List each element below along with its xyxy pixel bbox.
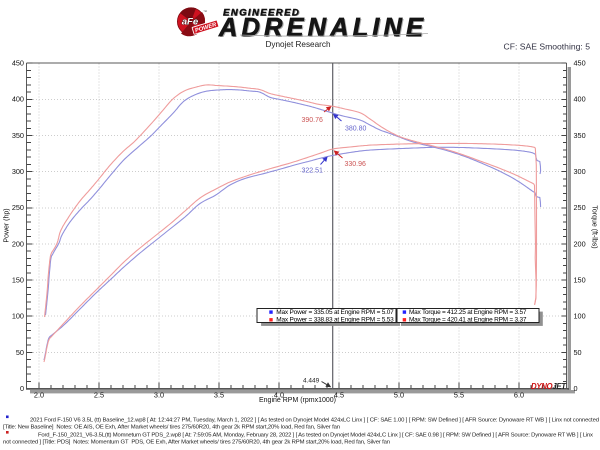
svg-text:Max Torque = 420.41 at Engine: Max Torque = 420.41 at Engine RPM = 3.37 [409, 317, 527, 324]
svg-text:Max Power = 335.05 at Engine R: Max Power = 335.05 at Engine RPM = 5.07 [276, 309, 394, 316]
svg-text:2.5: 2.5 [94, 391, 104, 400]
svg-text:Max Power = 338.83 at Engine R: Max Power = 338.83 at Engine RPM = 5.53 [276, 317, 394, 324]
svg-text:3.0: 3.0 [154, 391, 164, 400]
svg-text:DYNOJET: DYNOJET [531, 382, 567, 391]
svg-text:330.96: 330.96 [345, 161, 367, 168]
svg-text:2.0: 2.0 [34, 391, 44, 400]
svg-text:Torque (ft-lbs): Torque (ft-lbs) [591, 205, 598, 248]
svg-text:Max Torque = 412.25 at Engine: Max Torque = 412.25 at Engine RPM = 3.57 [409, 309, 527, 316]
svg-text:CF: SAE Smoothing: 5: CF: SAE Smoothing: 5 [504, 41, 591, 51]
svg-text:[Title: New Baseline] Notes:: [Title: New Baseline] Notes: OE AIS, OE … [3, 425, 340, 431]
svg-text:not connected ] [Title: PDS]: not connected ] [Title: PDS] Notes: Mome… [3, 440, 390, 446]
svg-text:150: 150 [12, 276, 24, 285]
svg-text:ADRENALINE: ADRENALINE [219, 15, 426, 43]
svg-text:3.5: 3.5 [214, 391, 224, 400]
svg-text:5.0: 5.0 [394, 391, 404, 400]
svg-text:322.51: 322.51 [302, 168, 324, 175]
svg-text:Engine RPM (rpmx1000): Engine RPM (rpmx1000) [259, 397, 336, 404]
svg-text:50: 50 [16, 348, 24, 357]
svg-text:100: 100 [574, 312, 586, 321]
svg-text:4.449: 4.449 [303, 378, 320, 385]
svg-text:ENGINEERED: ENGINEERED [224, 8, 301, 19]
svg-text:100: 100 [12, 312, 24, 321]
svg-text:Ford_F-150_2021_V6-3.5L(tt) Mo: Ford_F-150_2021_V6-3.5L(tt) Momnetum GT … [38, 432, 593, 438]
svg-text:400: 400 [12, 95, 24, 104]
svg-text:200: 200 [574, 239, 586, 248]
svg-text:0: 0 [574, 384, 578, 393]
svg-text:™: ™ [203, 9, 207, 14]
svg-text:5.5: 5.5 [454, 391, 464, 400]
svg-text:350: 350 [12, 131, 24, 140]
svg-text:250: 250 [12, 203, 24, 212]
svg-text:ENGINEERED: ENGINEERED [223, 7, 300, 18]
svg-text:300: 300 [12, 167, 24, 176]
svg-text:380.80: 380.80 [345, 126, 367, 133]
svg-text:ADRENALINE: ADRENALINE [218, 14, 425, 42]
svg-text:250: 250 [574, 203, 586, 212]
svg-text:Power (hp): Power (hp) [4, 208, 11, 242]
svg-text:50: 50 [574, 348, 582, 357]
svg-text:0: 0 [20, 384, 24, 393]
svg-text:4.0: 4.0 [274, 391, 284, 400]
svg-text:6.0: 6.0 [514, 391, 524, 400]
svg-text:150: 150 [574, 276, 586, 285]
svg-text:4.5: 4.5 [334, 391, 344, 400]
svg-text:390.76: 390.76 [302, 117, 324, 124]
svg-text:300: 300 [574, 167, 586, 176]
svg-text:2021 Ford F-150 V6 3.5L (tt) B: 2021 Ford F-150 V6 3.5L (tt) Baseline_12… [30, 417, 599, 423]
svg-text:450: 450 [574, 59, 586, 68]
svg-text:350: 350 [574, 131, 586, 140]
svg-text:aFe: aFe [182, 17, 199, 28]
svg-text:400: 400 [574, 95, 586, 104]
svg-text:450: 450 [12, 59, 24, 68]
svg-text:Dynojet Research: Dynojet Research [265, 40, 331, 49]
svg-text:200: 200 [12, 239, 24, 248]
